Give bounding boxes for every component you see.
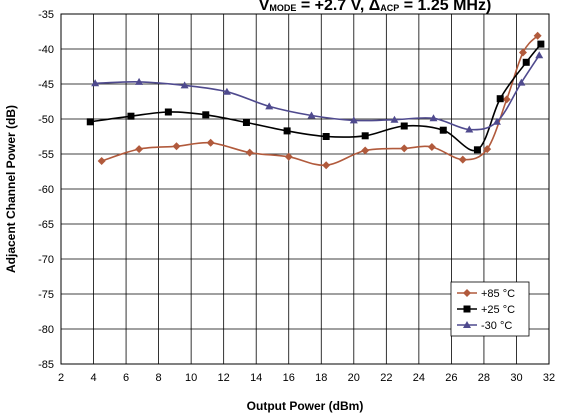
data-point — [502, 95, 511, 104]
data-point — [400, 144, 409, 153]
x-tick-label: 18 — [315, 372, 327, 384]
y-tick-label: -35 — [38, 9, 54, 21]
x-tick-label: 6 — [123, 372, 129, 384]
data-point — [518, 48, 527, 57]
legend-item: +85 °C — [457, 288, 515, 300]
title-v: V — [259, 0, 270, 14]
data-point — [283, 127, 291, 135]
legend-item: -30 °C — [457, 320, 512, 332]
y-tick-label: -65 — [38, 219, 54, 231]
x-tick-label: 2 — [58, 372, 64, 384]
data-point — [429, 114, 438, 122]
x-tick-label: 16 — [283, 372, 295, 384]
legend-label: +85 °C — [481, 288, 515, 300]
series-0 — [97, 31, 542, 170]
data-point — [517, 78, 526, 86]
title-delta: Δ — [369, 0, 381, 14]
legend-marker — [463, 305, 471, 313]
y-axis-title: Adjacent Channel Power (dB) — [4, 105, 18, 273]
y-tick-label: -60 — [38, 184, 54, 196]
x-tick-label: 12 — [218, 372, 230, 384]
title-v-sub: MODE — [269, 3, 296, 13]
x-axis-title: Output Power (dBm) — [247, 399, 364, 413]
x-tick-label: 14 — [250, 372, 262, 384]
legend: +85 °C +25 °C -30 °C — [450, 281, 530, 337]
data-point — [492, 117, 501, 125]
data-point — [202, 111, 210, 119]
x-tick-label: 4 — [90, 372, 96, 384]
data-point — [361, 132, 369, 140]
legend-label: +25 °C — [481, 304, 515, 316]
x-tick-label: 26 — [445, 372, 457, 384]
data-point — [245, 148, 254, 157]
data-point — [265, 102, 274, 110]
x-tick-label: 32 — [543, 372, 555, 384]
x-tick-label: 10 — [185, 372, 197, 384]
data-point — [91, 79, 100, 87]
data-point — [390, 115, 399, 123]
data-point — [361, 146, 370, 155]
data-point — [322, 133, 330, 140]
data-point — [284, 152, 293, 161]
y-tick-label: -50 — [38, 114, 54, 126]
x-tick-label: 30 — [510, 372, 522, 384]
data-point — [97, 157, 106, 165]
series-line — [101, 35, 539, 167]
x-tick-label: 8 — [156, 372, 162, 384]
series-line — [95, 54, 540, 131]
title-rest: = 1.25 MHz) — [399, 0, 491, 14]
data-point — [483, 145, 492, 154]
y-tick-label: -75 — [38, 289, 54, 301]
data-point — [164, 108, 172, 116]
data-point — [180, 81, 189, 89]
legend-marker — [463, 289, 471, 297]
data-point — [135, 77, 144, 85]
y-tick-label: -55 — [38, 149, 54, 161]
data-point — [307, 111, 316, 119]
chart-title: VMODE = +2.7 V, ΔACP = 1.25 MHz) — [259, 0, 492, 14]
x-tick-label: 22 — [380, 372, 392, 384]
data-point — [465, 125, 474, 133]
data-point — [86, 118, 94, 126]
series-2 — [91, 51, 544, 133]
data-point — [522, 58, 530, 66]
legend-item: +25 °C — [457, 304, 515, 316]
data-point — [496, 95, 504, 103]
x-tick-label: 20 — [348, 372, 360, 384]
y-tick-label: -45 — [38, 79, 54, 91]
y-tick-label: -40 — [38, 44, 54, 56]
data-point — [322, 161, 331, 170]
data-point — [206, 138, 215, 147]
data-point — [127, 112, 135, 120]
x-tick-label: 24 — [413, 372, 425, 384]
data-point — [349, 116, 358, 124]
legend-label: -30 °C — [481, 320, 512, 332]
data-point — [533, 31, 542, 40]
y-tick-label: -80 — [38, 324, 54, 336]
data-point — [427, 143, 436, 151]
data-point — [439, 126, 447, 134]
plot-frame — [60, 13, 550, 365]
title-f-sub: ACP — [380, 3, 399, 13]
data-point — [400, 122, 408, 130]
data-point — [242, 119, 250, 126]
series-1 — [86, 40, 545, 154]
data-point — [135, 145, 144, 154]
series-layer — [86, 31, 545, 170]
data-point — [535, 51, 544, 59]
tick-labels: 2 4 6 8 10 12 14 16 18 20 22 24 26 28 30 32-85-80-75-70… — [38, 9, 555, 384]
data-point — [473, 146, 481, 154]
data-point — [172, 142, 181, 151]
y-tick-label: -85 — [38, 359, 54, 371]
data-point — [222, 87, 231, 95]
x-tick-label: 28 — [478, 372, 490, 384]
series-line — [90, 43, 542, 152]
title-eq: = +2.7 V, — [296, 0, 368, 14]
data-point — [458, 155, 467, 164]
y-tick-label: -70 — [38, 254, 54, 266]
legend-marker — [463, 321, 471, 328]
data-point — [537, 40, 545, 48]
